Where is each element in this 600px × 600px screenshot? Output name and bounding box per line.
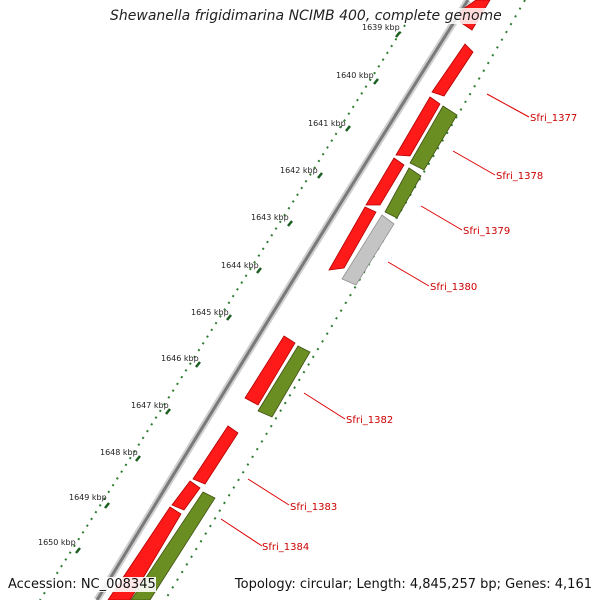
gene-reverse-sfri-1382[interactable] <box>257 345 311 418</box>
ruler-label-1647: 1647 kbp <box>131 401 169 410</box>
gene-forward-8[interactable] <box>107 506 182 600</box>
ruler-label-1649: 1649 kbp <box>69 493 107 502</box>
forward-genes <box>107 0 491 600</box>
ruler-label-1642: 1642 kbp <box>280 166 318 175</box>
gene-label-sfri-1379: Sfri_1379 <box>463 226 510 237</box>
gene-label-sfri-1380: Sfri_1380 <box>430 282 477 293</box>
gene-label-sfri-1378: Sfri_1378 <box>496 171 543 182</box>
ruler-label-1640: 1640 kbp <box>336 71 374 80</box>
ruler-label-1650: 1650 kbp <box>38 538 76 547</box>
gene-label-sfri-1383: Sfri_1383 <box>290 502 337 513</box>
reverse-genes <box>130 105 458 600</box>
ruler-major-ticks <box>75 31 401 554</box>
gene-reverse-sfri-1384[interactable] <box>130 491 216 600</box>
gene-forward-4[interactable] <box>328 206 377 271</box>
gene-forward-2[interactable] <box>395 96 441 157</box>
gene-forward-5[interactable] <box>244 335 296 406</box>
gene-label-sfri-1377: Sfri_1377 <box>530 113 577 124</box>
gene-forward-6[interactable] <box>192 425 239 485</box>
ruler-label-1646: 1646 kbp <box>161 354 199 363</box>
gene-leader-lines <box>220 93 530 547</box>
ruler-label-1644: 1644 kbp <box>221 261 259 270</box>
ruler-inner <box>164 0 526 600</box>
gene-forward-7[interactable] <box>171 480 201 511</box>
ruler-label-1648: 1648 kbp <box>100 448 138 457</box>
ruler-label-faded: 1639 kbp <box>362 23 400 32</box>
gene-reverse-sfri-1379[interactable] <box>384 167 422 219</box>
gene-forward-sfri-1377[interactable] <box>431 43 474 97</box>
gene-forward-3[interactable] <box>365 157 405 206</box>
ruler-label-1641: 1641 kbp <box>308 119 346 128</box>
gene-reverse-sfri-1378[interactable] <box>409 105 458 171</box>
ruler-label-1643: 1643 kbp <box>251 213 289 222</box>
ruler-label-1645: 1645 kbp <box>191 308 229 317</box>
map-title: Shewanella frigidimarina NCIMB 400, comp… <box>110 8 502 24</box>
gene-label-sfri-1384: Sfri_1384 <box>262 542 309 553</box>
accession-text: Accession: NC_008345 <box>8 577 156 592</box>
topology-text: Topology: circular; Length: 4,845,257 bp… <box>234 577 592 592</box>
backbone-line <box>95 0 470 600</box>
gene-other-sfri-1380[interactable] <box>341 214 395 286</box>
gene-label-sfri-1382: Sfri_1382 <box>346 415 393 426</box>
